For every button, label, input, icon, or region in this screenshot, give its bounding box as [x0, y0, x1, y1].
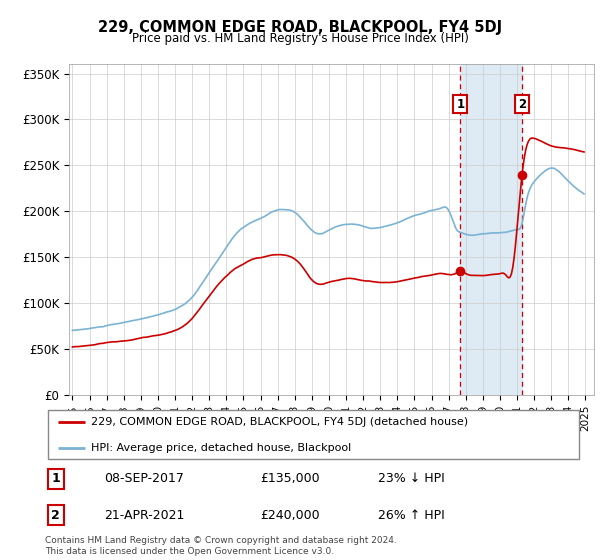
Text: 26% ↑ HPI: 26% ↑ HPI — [378, 508, 445, 521]
Text: 1: 1 — [52, 473, 60, 486]
Text: 229, COMMON EDGE ROAD, BLACKPOOL, FY4 5DJ: 229, COMMON EDGE ROAD, BLACKPOOL, FY4 5D… — [98, 20, 502, 35]
Text: £240,000: £240,000 — [260, 508, 319, 521]
Text: £135,000: £135,000 — [260, 473, 319, 486]
Text: 23% ↓ HPI: 23% ↓ HPI — [378, 473, 445, 486]
Text: Contains HM Land Registry data © Crown copyright and database right 2024.
This d: Contains HM Land Registry data © Crown c… — [45, 536, 397, 556]
Text: 21-APR-2021: 21-APR-2021 — [104, 508, 184, 521]
Text: 08-SEP-2017: 08-SEP-2017 — [104, 473, 184, 486]
Text: 1: 1 — [457, 97, 464, 110]
Text: Price paid vs. HM Land Registry's House Price Index (HPI): Price paid vs. HM Land Registry's House … — [131, 32, 469, 45]
FancyBboxPatch shape — [47, 410, 580, 459]
Text: 2: 2 — [518, 97, 526, 110]
Bar — [460, 64, 522, 395]
Text: HPI: Average price, detached house, Blackpool: HPI: Average price, detached house, Blac… — [91, 443, 351, 452]
Text: 229, COMMON EDGE ROAD, BLACKPOOL, FY4 5DJ (detached house): 229, COMMON EDGE ROAD, BLACKPOOL, FY4 5D… — [91, 418, 468, 427]
Text: 2: 2 — [52, 508, 60, 521]
